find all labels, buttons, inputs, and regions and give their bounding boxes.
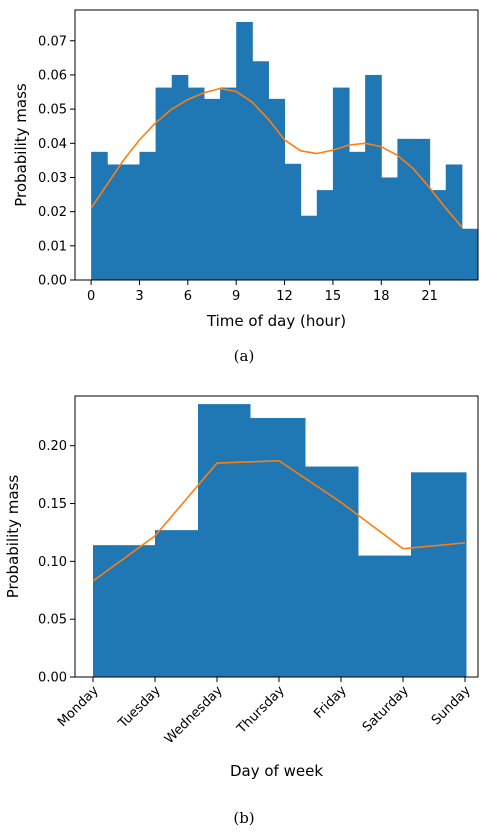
chart-a-bar-2 <box>123 164 140 280</box>
chart-b-x-tick-label: Sunday <box>429 683 474 728</box>
chart-a-y-ticks: 0.00 0.01 0.02 0.03 0.04 0.05 0.06 0.07 <box>38 34 75 289</box>
chart-a-bar-17 <box>365 74 382 280</box>
chart-a-bar-0 <box>91 151 108 280</box>
chart-a-plot-frame <box>74 9 479 281</box>
chart-a-bar-6 <box>187 87 205 280</box>
chart-b-bar-4 <box>305 466 359 677</box>
chart-b-y-axis-label: Probability mass <box>4 475 22 599</box>
chart-a-bar-1 <box>107 164 124 280</box>
chart-a-bar-12 <box>284 163 302 280</box>
chart-a-x-tick-label: 21 <box>421 289 438 304</box>
chart-a-y-tick-label: 0.00 <box>38 274 67 289</box>
chart-b-x-axis-label: Day of week <box>230 762 323 780</box>
chart-b-caption: (b) <box>233 809 254 827</box>
chart-b-bar-2 <box>198 404 251 677</box>
chart-b-x-tick-label: Thursday <box>234 683 288 737</box>
chart-b-x-tick-label: Wednesday <box>162 683 226 747</box>
chart-b-y-tick-label: 0.05 <box>38 613 67 628</box>
chart-a-bar-9 <box>236 21 253 280</box>
chart-a-y-tick-label: 0.01 <box>38 239 67 254</box>
chart-a-bar-13 <box>300 215 318 280</box>
chart-a-bar-15 <box>332 87 350 280</box>
chart-b-line-series <box>92 459 466 582</box>
chart-a-axes <box>74 9 479 281</box>
chart-b-plot-frame <box>74 395 479 678</box>
chart-b-x-tick-label: Monday <box>55 683 102 730</box>
chart-b-bar-0 <box>93 545 156 677</box>
chart-a-bar-8 <box>220 87 237 280</box>
chart-a-caption: (a) <box>234 347 255 365</box>
chart-a-x-tick-label: 15 <box>325 289 342 304</box>
chart-a-x-tick-label: 6 <box>184 289 192 304</box>
chart-b-x-tick-label: Tuesday <box>115 683 164 732</box>
chart-a-bar-5 <box>171 74 189 280</box>
chart-b-y-ticks: 0.00 0.05 0.10 0.15 0.20 <box>38 439 75 686</box>
chart-a-y-tick-label: 0.05 <box>38 103 67 118</box>
chart-a-x-tick-label: 3 <box>135 289 143 304</box>
chart-a-bar-18 <box>381 177 398 280</box>
chart-a-line-series <box>90 87 463 228</box>
chart-a-trend-line <box>90 87 463 228</box>
chart-a-y-tick-label: 0.04 <box>38 137 67 152</box>
chart-b-bar-3 <box>250 417 306 677</box>
chart-a-y-axis-label: Probability mass <box>12 83 30 207</box>
chart-b-y-tick-label: 0.15 <box>38 497 67 512</box>
chart-a-bar-10 <box>252 61 269 280</box>
chart-a-bar-14 <box>316 190 334 280</box>
chart-a-x-tick-label: 12 <box>276 289 293 304</box>
chart-a-bar-7 <box>203 98 221 281</box>
chart-a-bar-23 <box>461 228 479 280</box>
chart-a-x-axis-label: Time of day (hour) <box>206 312 346 330</box>
chart-a-bar-20 <box>413 138 431 280</box>
chart-b-bar-6 <box>411 472 467 677</box>
chart-a-y-tick-label: 0.07 <box>38 34 67 49</box>
chart-a-bar-11 <box>268 98 286 281</box>
chart-a-y-tick-label: 0.03 <box>38 171 67 186</box>
chart-a-time-of-day: 0 3 6 9 12 15 18 21 0.000.010.020.030.040.050.0… <box>12 9 479 365</box>
chart-b-trend-line <box>92 459 466 582</box>
chart-b-x-tick-label: Friday <box>311 683 350 722</box>
chart-a-bar-4 <box>155 87 173 280</box>
chart-b-axes <box>74 395 479 678</box>
chart-a-y-tick-label: 0.06 <box>38 68 67 83</box>
chart-b-y-tick-label: 0.00 <box>38 671 67 686</box>
chart-a-bars <box>91 21 479 281</box>
chart-a-bar-21 <box>429 190 447 280</box>
chart-b-y-tick-label: 0.10 <box>38 555 67 570</box>
chart-a-x-ticks: 0 3 6 9 12 15 18 21 <box>87 280 438 304</box>
chart-b-bar-1 <box>155 530 199 677</box>
chart-b-bar-5 <box>358 555 412 677</box>
chart-a-x-tick-label: 9 <box>232 289 240 304</box>
chart-a-bar-22 <box>445 164 463 280</box>
chart-b-bars <box>93 404 467 677</box>
chart-a-bar-3 <box>139 151 157 280</box>
chart-a-y-tick-label: 0.02 <box>38 205 67 220</box>
chart-b-y-tick-label: 0.20 <box>38 439 67 454</box>
chart-a-bar-16 <box>349 151 366 280</box>
chart-a-x-tick-label: 0 <box>87 289 95 304</box>
chart-a-x-tick-label: 18 <box>373 289 390 304</box>
chart-b-x-tick-label: Saturday <box>360 683 412 735</box>
chart-a-bar-19 <box>397 138 415 280</box>
